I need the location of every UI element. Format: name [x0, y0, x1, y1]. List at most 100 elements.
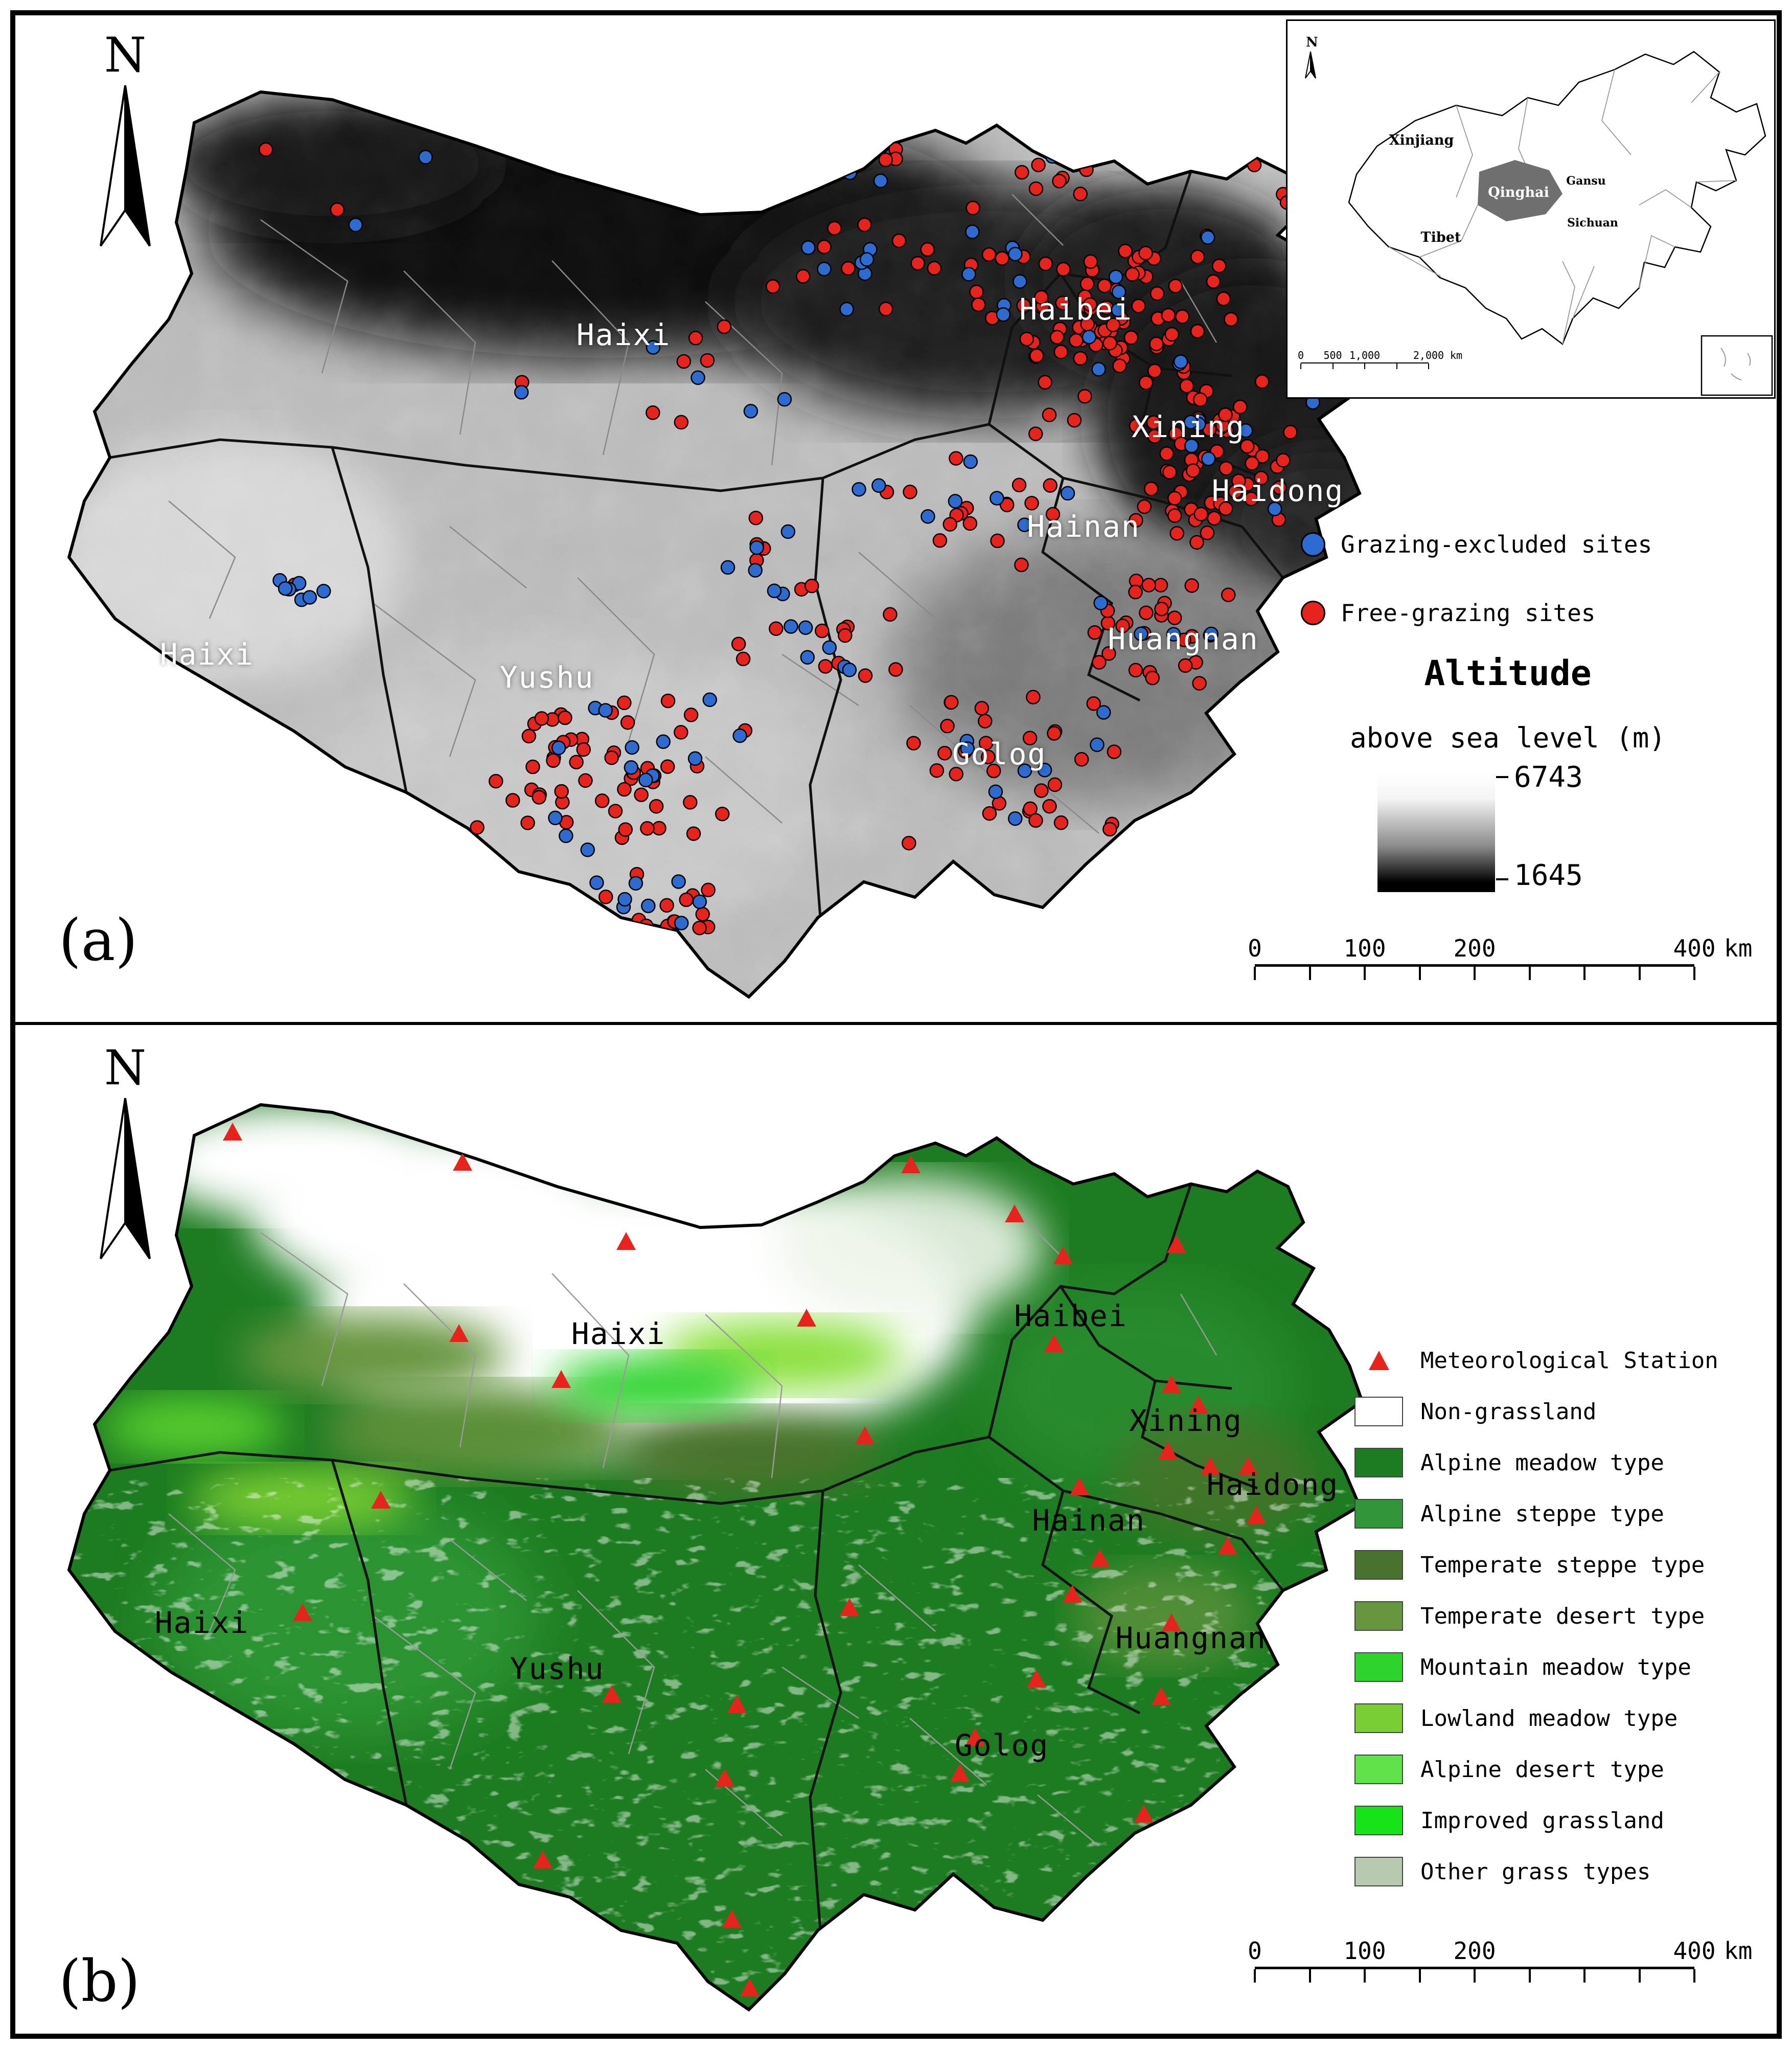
inset-label-xinjiang: Xinjiang: [1389, 132, 1454, 148]
free-grazing-site-dot: [695, 907, 710, 922]
free-grazing-site-dot: [1047, 777, 1063, 792]
grassland-legend-item: Alpine steppe type: [1354, 1488, 1718, 1539]
free-grazing-site-dot: [1092, 655, 1107, 670]
free-grazing-site-dot: [796, 269, 811, 284]
islands-marks: [1720, 348, 1751, 380]
free-grazing-site-dot: [1167, 491, 1182, 506]
free-grazing-site-dot: [1147, 429, 1162, 444]
free-grazing-site-dot: [1015, 165, 1029, 180]
meteorological-station-marker: [449, 1324, 469, 1342]
free-grazing-site-dot: [1224, 312, 1238, 327]
meteorological-station-marker: [1189, 1396, 1208, 1414]
grassland-legend-item: Other grass types: [1354, 1846, 1718, 1897]
north-label: N: [104, 1040, 147, 1096]
grazing-excluded-site-dot: [961, 267, 976, 282]
stations-layer: [223, 1123, 1266, 1996]
free-grazing-site-dot: [1022, 731, 1038, 746]
grazing-excluded-site-dot: [780, 524, 796, 539]
free-grazing-site-dot: [532, 790, 546, 805]
grazing-excluded-site-dot: [1091, 362, 1106, 377]
free-grazing-site-dot: [969, 284, 984, 300]
grazing-excluded-site-dot: [1238, 423, 1253, 438]
grazing-excluded-site-dot: [822, 640, 837, 655]
scalebar-tick: [1418, 967, 1421, 980]
scalebar-number: 100: [1343, 935, 1386, 962]
inset-label-gansu: Gansu: [1566, 174, 1605, 188]
station-label: Meteorological Station: [1420, 1347, 1718, 1374]
scalebar-number: 0: [1248, 1937, 1262, 1965]
free-grazing-site-dot: [1028, 181, 1044, 196]
meteorological-station-marker: [1201, 1457, 1220, 1475]
grassland-type-label: Alpine meadow type: [1420, 1449, 1664, 1476]
grazing-excluded-site-dot: [784, 619, 798, 634]
free-grazing-site-dot: [1149, 336, 1164, 351]
panel-a: Haixi Haibei Xining Haidong Hainan Huangnan Ha…: [15, 15, 1777, 1025]
free-grazing-site-dot: [769, 621, 784, 636]
meteorological-station-marker: [1238, 1457, 1258, 1475]
free-grazing-site-dot: [910, 256, 925, 271]
grazing-excluded-site-dot: [687, 751, 703, 766]
free-grazing-site-dot: [1144, 482, 1159, 496]
free-grazing-site-dot: [1055, 295, 1070, 310]
free-grazing-site-dot: [841, 261, 856, 276]
free-grazing-site-dot: [1129, 513, 1143, 528]
grazing-excluded-site-dot: [1017, 517, 1032, 532]
free-grazing-site-dot: [679, 892, 694, 907]
free-grazing-site-dot: [1147, 363, 1162, 378]
grazing-excluded-site-dot: [646, 340, 661, 355]
free-grazing-site-dot: [1154, 601, 1169, 617]
free-grazing-site-dot: [646, 405, 660, 420]
free-grazing-site-dot: [594, 793, 610, 808]
free-grazing-site-dot: [1028, 813, 1043, 828]
free-grazing-site-dot: [1031, 157, 1046, 172]
free-grazing-site-dot: [330, 202, 345, 217]
free-grazing-site-dot: [857, 217, 872, 232]
scalebar-tick: [1528, 967, 1531, 980]
free-grazing-site-dot: [937, 745, 952, 761]
inset-north-label: N: [1306, 35, 1318, 50]
free-grazing-site-dot: [1161, 308, 1176, 323]
site-legend: Grazing-excluded sites Free-grazing site…: [1301, 510, 1652, 647]
meteorological-station-marker: [715, 1769, 734, 1787]
free-grazing-site-dot: [978, 736, 994, 750]
free-grazing-site-dot: [1190, 324, 1205, 339]
scalebar-tick: [1332, 363, 1334, 369]
altitude-max-value: 6743: [1514, 761, 1583, 794]
altitude-title: Altitude: [1424, 653, 1592, 694]
free-grazing-site-dot: [520, 815, 535, 830]
grazing-excluded-site-dot: [625, 740, 639, 755]
grazing-excluded-site-dot: [418, 150, 433, 165]
grassland-legend: Meteorological Station Non-grassland Alpi…: [1354, 1335, 1718, 1897]
free-grazing-site-dot: [521, 728, 537, 744]
free-grazing-site-dot: [982, 806, 997, 821]
free-grazing-site-dot: [1168, 279, 1183, 293]
free-grazing-site-dot: [986, 763, 1001, 779]
scalebar-unit: km: [1724, 1937, 1753, 1965]
meteorological-station-marker: [1152, 1687, 1171, 1705]
free-grazing-site-dot: [1146, 415, 1161, 430]
free-grazing-site-dot: [1211, 258, 1227, 274]
free-grazing-site-dot: [686, 826, 701, 841]
free-grazing-site-dot: [748, 510, 764, 526]
free-grazing-site-dot: [1047, 726, 1062, 741]
grassland-legend-item: Mountain meadow type: [1354, 1642, 1718, 1693]
free-grazing-site-dot: [659, 898, 674, 913]
free-grazing-site-dot: [974, 701, 990, 716]
free-grazing-site-dot: [649, 799, 664, 814]
grazing-excluded-site-dot: [842, 165, 858, 180]
free-grazing-site-dot: [999, 497, 1015, 513]
free-grazing-site-dot: [995, 251, 1009, 266]
free-grazing-site-dot: [576, 742, 591, 757]
scalebar-tick: [1428, 363, 1429, 369]
scalebar-number: 100: [1343, 1937, 1386, 1965]
free-grazing-site-dot: [1014, 557, 1029, 573]
free-grazing-site-dot: [1101, 646, 1116, 661]
grassland-type-swatch: [1354, 1550, 1403, 1580]
sampling-sites-layer: [258, 141, 1332, 936]
grazing-excluded-site-dot: [800, 650, 815, 665]
scalebar-unit: km: [1450, 349, 1463, 361]
meteorological-station-marker: [1134, 1805, 1154, 1823]
grazing-excluded-site-dot: [656, 734, 671, 749]
free-grazing-site-dot: [1083, 254, 1098, 269]
grazing-excluded-site-dot: [1111, 303, 1125, 317]
